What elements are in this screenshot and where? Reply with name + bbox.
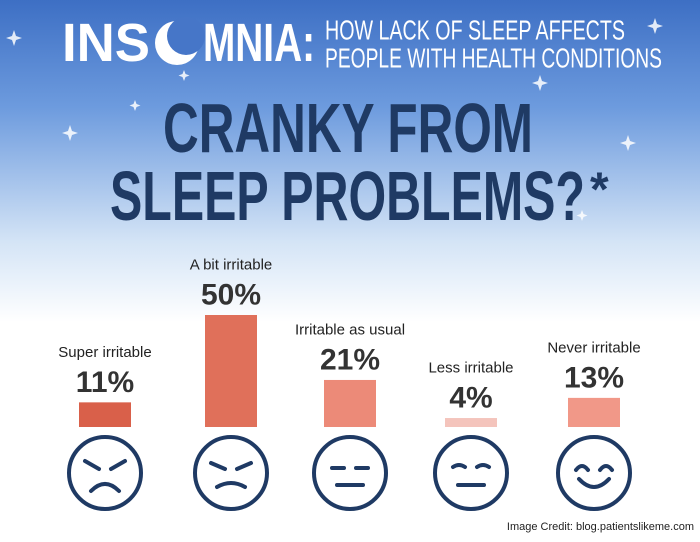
bar	[79, 402, 131, 427]
subtitle: HOW LACK OF SLEEP AFFECTS	[325, 15, 625, 46]
bar	[568, 397, 620, 427]
category-label: Super irritable	[58, 344, 151, 361]
face-eyes	[209, 461, 253, 471]
face-outline	[193, 435, 269, 511]
value-label: 50%	[201, 279, 261, 312]
brand-right: MNIA:	[203, 13, 315, 73]
stars	[6, 18, 663, 221]
bar	[445, 418, 497, 427]
face-mouth	[577, 477, 611, 489]
subtitle: PEOPLE WITH HEALTH CONDITIONS	[325, 43, 662, 74]
category-label: Less irritable	[428, 360, 513, 377]
bar	[205, 315, 257, 427]
headline: CRANKY FROM	[163, 89, 533, 167]
face-eyes	[83, 459, 127, 471]
category-label: Never irritable	[547, 339, 640, 356]
value-label: 11%	[76, 366, 134, 399]
moon-icon	[155, 17, 205, 65]
face-icon	[67, 435, 143, 511]
face-eyes	[451, 463, 491, 469]
brand-left: INS	[62, 13, 150, 73]
face-outline	[556, 435, 632, 511]
face-outline	[312, 435, 388, 511]
face-icon	[193, 435, 269, 511]
chart: 11% Super irritable 50% A bit irritable 21% I…	[58, 257, 641, 511]
face-icon	[556, 435, 632, 511]
face-outline	[67, 435, 143, 511]
face-mouth	[89, 482, 121, 493]
face-icon	[312, 435, 388, 511]
face-eyes	[574, 464, 614, 472]
face-mouth	[215, 481, 247, 489]
headline: SLEEP PROBLEMS?	[110, 157, 585, 235]
bar	[324, 379, 376, 427]
face-icon	[433, 435, 509, 511]
value-label: 13%	[564, 361, 624, 394]
face-outline	[433, 435, 509, 511]
category-label: A bit irritable	[190, 257, 273, 274]
category-label: Irritable as usual	[295, 321, 405, 338]
value-label: 21%	[320, 343, 380, 376]
credit: Image Credit: blog.patientslikeme.com	[507, 521, 694, 533]
value-label: 4%	[449, 382, 492, 415]
asterisk: *	[590, 164, 609, 217]
